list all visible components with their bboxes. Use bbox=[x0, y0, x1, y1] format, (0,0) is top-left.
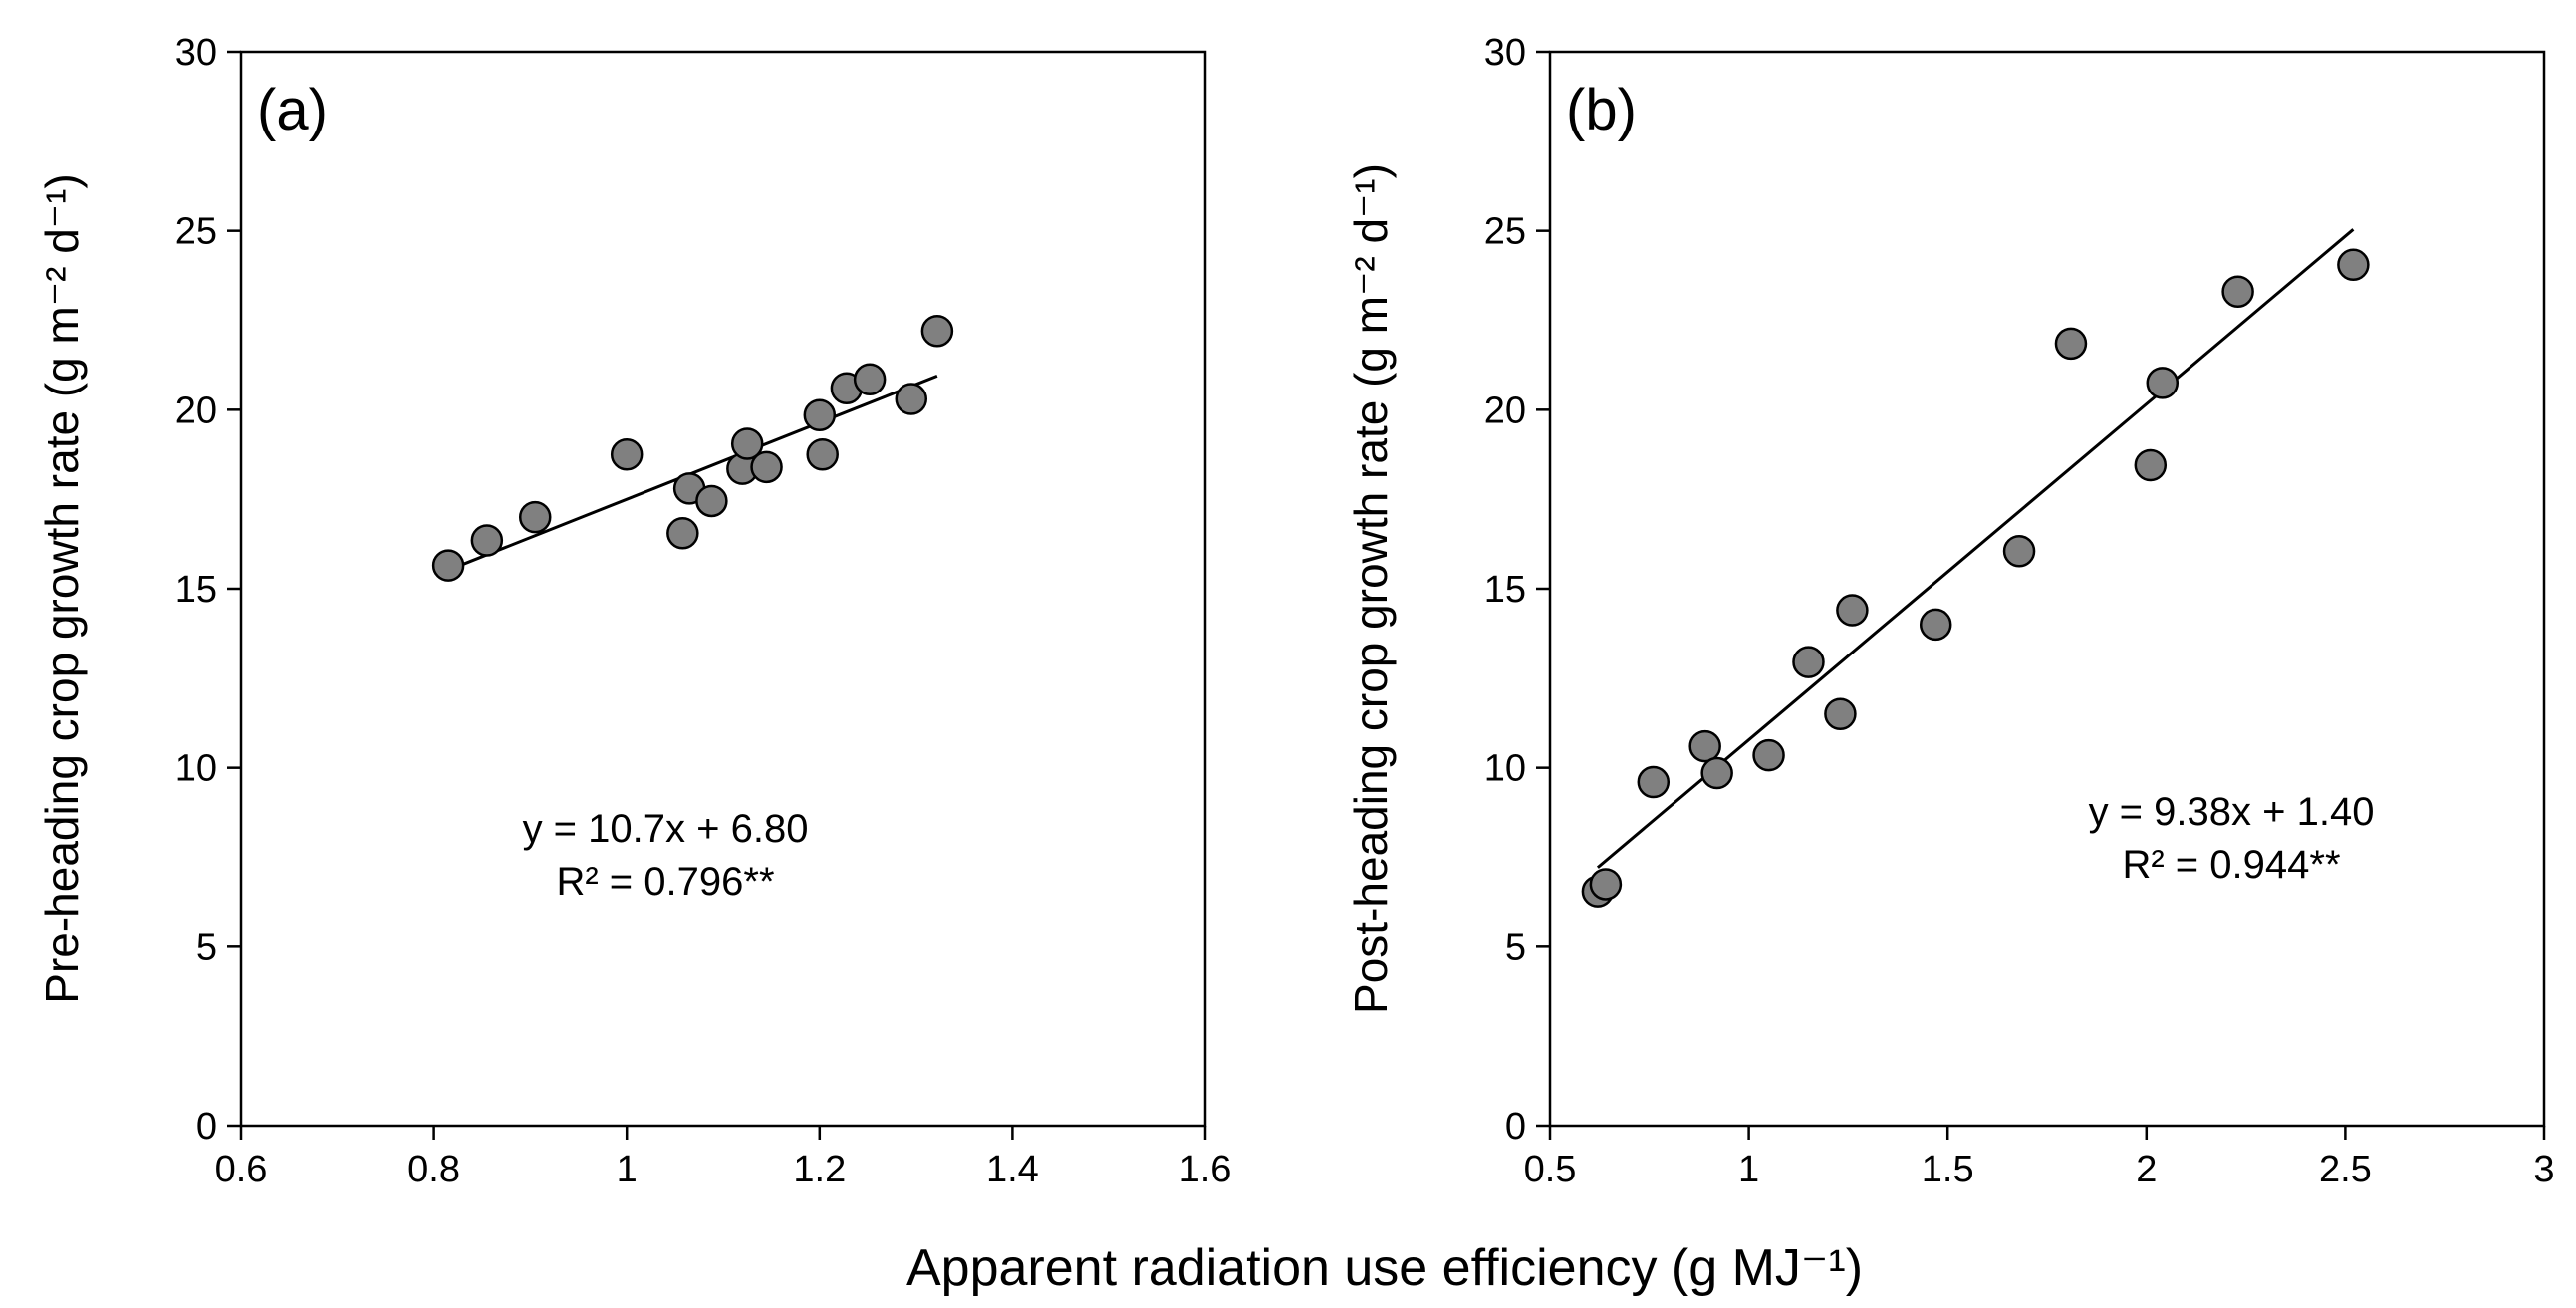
panel-a-points bbox=[431, 315, 954, 582]
panel-a-x-tick-label: 0.6 bbox=[215, 1149, 268, 1190]
panel-a-y-tick-label: 20 bbox=[175, 390, 217, 431]
panel-b-x-tick-label: 1.5 bbox=[1922, 1149, 1974, 1190]
panel-a-x-tick-label: 1.4 bbox=[986, 1149, 1039, 1190]
panel-a-data-point bbox=[920, 315, 954, 348]
panel-a-y-tick-label: 0 bbox=[196, 1106, 217, 1148]
panel-a-x-ticks: 0.6 0.8 1 1.2 1.4 1.6 bbox=[215, 1126, 1232, 1190]
panel-a-data-point bbox=[806, 438, 839, 471]
panel-a-data-point bbox=[695, 484, 728, 518]
panel-b-data-point bbox=[1792, 646, 1825, 678]
panel-b-data-point bbox=[2337, 248, 2370, 282]
panel-b-data-point bbox=[1589, 868, 1623, 901]
panel-a-y-ticks: 0 5 10 15 20 25 30 bbox=[175, 32, 241, 1148]
panel-b-y-tick-label: 10 bbox=[1484, 748, 1526, 790]
panel-a-data-point bbox=[666, 517, 699, 550]
panel-b-data-point bbox=[1637, 765, 1671, 799]
panel-a-data-point bbox=[730, 427, 764, 460]
panel-a-data-point bbox=[431, 549, 465, 582]
panel-b-y-axis-title: Post-heading crop growth rate (g m⁻² d⁻¹… bbox=[1345, 163, 1397, 1014]
panel-a: 0.6 0.8 1 1.2 1.4 1.6 0 5 10 15 20 25 30 (a) y = 10… bbox=[36, 32, 1231, 1190]
panel-b-data-point bbox=[1919, 608, 1952, 642]
panel-b-y-tick-label: 0 bbox=[1505, 1106, 1526, 1148]
panel-a-x-tick-label: 1 bbox=[617, 1149, 638, 1190]
panel-a-data-point bbox=[610, 438, 644, 471]
panel-b-y-tick-label: 25 bbox=[1484, 211, 1526, 253]
panel-b-points bbox=[1581, 248, 2370, 908]
panel-b-data-point bbox=[1688, 729, 1721, 763]
panel-b-label: (b) bbox=[1566, 78, 1637, 142]
panel-b-x-tick-label: 0.5 bbox=[1524, 1149, 1577, 1190]
panel-a-y-tick-label: 25 bbox=[175, 211, 217, 253]
panel-b-data-point bbox=[2134, 448, 2168, 482]
panel-b-data-point bbox=[1752, 738, 1785, 772]
panel-b-y-ticks: 0 5 10 15 20 25 30 bbox=[1484, 32, 1550, 1148]
panel-b-data-point bbox=[2146, 367, 2180, 399]
panel-b-y-tick-label: 5 bbox=[1505, 926, 1526, 968]
panel-b-data-point bbox=[2002, 535, 2036, 568]
panel-a-data-point bbox=[518, 500, 552, 534]
panel-b-data-point bbox=[2221, 275, 2254, 309]
panel-b-x-tick-label: 1 bbox=[1738, 1149, 1759, 1190]
panel-a-data-point bbox=[470, 524, 504, 557]
panel-b-x-ticks: 0.5 1 1.5 2 2.5 3 bbox=[1524, 1126, 2555, 1190]
panel-a-data-point bbox=[750, 450, 783, 484]
panel-a-y-tick-label: 30 bbox=[175, 32, 217, 74]
panel-a-data-point bbox=[803, 398, 837, 431]
panel-a-label: (a) bbox=[257, 78, 328, 142]
panel-b-data-point bbox=[1836, 594, 1869, 627]
panel-b-y-tick-label: 30 bbox=[1484, 32, 1526, 74]
panel-b-y-tick-label: 20 bbox=[1484, 390, 1526, 431]
panel-a-r2: R² = 0.796** bbox=[556, 860, 774, 904]
panel-b: 0.5 1 1.5 2 2.5 3 0 5 10 15 20 25 30 (b) y = 9.38x … bbox=[1345, 32, 2555, 1190]
shared-x-axis-title: Apparent radiation use efficiency (g MJ⁻… bbox=[906, 1239, 1863, 1297]
panel-b-x-tick-label: 2.5 bbox=[2319, 1149, 2372, 1190]
panel-b-x-tick-label: 3 bbox=[2533, 1149, 2554, 1190]
panel-a-data-point bbox=[853, 363, 887, 396]
panel-a-x-tick-label: 1.6 bbox=[1179, 1149, 1232, 1190]
panel-a-data-point bbox=[895, 383, 928, 415]
panel-b-x-tick-label: 2 bbox=[2136, 1149, 2157, 1190]
panel-a-y-tick-label: 15 bbox=[175, 569, 217, 611]
panel-b-y-tick-label: 15 bbox=[1484, 569, 1526, 611]
panel-b-r2: R² = 0.944** bbox=[2122, 843, 2340, 887]
panel-a-equation: y = 10.7x + 6.80 bbox=[523, 807, 809, 851]
panel-b-data-point bbox=[1824, 697, 1857, 731]
panel-a-x-tick-label: 0.8 bbox=[407, 1149, 460, 1190]
panel-a-y-axis-title: Pre-heading crop growth rate (g m⁻² d⁻¹) bbox=[36, 173, 88, 1003]
panel-a-y-tick-label: 10 bbox=[175, 748, 217, 790]
panel-b-data-point bbox=[2054, 327, 2088, 361]
panel-b-equation: y = 9.38x + 1.40 bbox=[2089, 790, 2375, 834]
panel-a-x-tick-label: 1.2 bbox=[793, 1149, 846, 1190]
panel-b-data-point bbox=[1700, 756, 1733, 790]
panel-a-y-tick-label: 5 bbox=[196, 926, 217, 968]
